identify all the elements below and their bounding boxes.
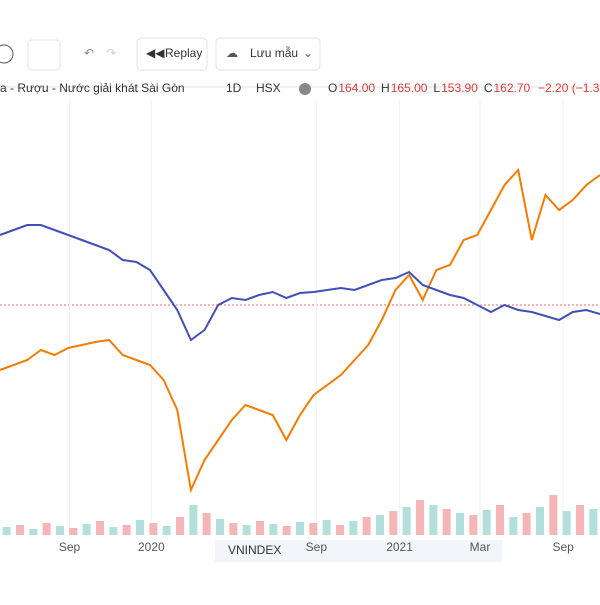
volume-bar [16, 525, 24, 535]
volume-bar [29, 529, 38, 535]
save-label: Lưu mẫu [250, 45, 298, 60]
volume-bar [42, 523, 51, 535]
cloud-icon: ☁ [226, 46, 238, 60]
volume-bar [162, 526, 171, 535]
volume-bar [522, 513, 531, 535]
undo[interactable]: ↶ [84, 46, 94, 60]
series-line [0, 167, 600, 494]
series-line [0, 224, 600, 342]
volume-bar [136, 520, 144, 535]
dropdown: ⌄ [303, 46, 313, 60]
x-tick-label: 2020 [138, 540, 165, 554]
volume-bar [149, 523, 158, 535]
ohlc-key: H [381, 81, 390, 95]
volume-bar [2, 527, 11, 535]
volume-bar [469, 515, 478, 535]
volume-bar [482, 510, 491, 535]
chart [0, 100, 600, 535]
volume-bar [376, 515, 384, 535]
volume-bar [309, 523, 318, 535]
volume-bar [336, 525, 344, 535]
legend: VNINDEX [228, 543, 281, 557]
volume-bar [536, 507, 544, 535]
volume-bar [389, 511, 398, 535]
x-tick-label: Mar [470, 540, 491, 554]
volume-bar [56, 526, 64, 535]
ohlc-key: L [433, 81, 440, 95]
volume-bar [216, 519, 224, 535]
volume-bar [589, 509, 598, 535]
volume-bar [429, 505, 438, 535]
volume-bar [562, 511, 571, 535]
volume-bar [82, 524, 91, 535]
tool-button[interactable] [27, 39, 61, 71]
volume-bar [189, 505, 198, 535]
volume-bar [202, 513, 211, 535]
x-tick-label: 2021 [386, 540, 413, 554]
volume-bar [269, 524, 278, 535]
volume-bar [282, 526, 291, 535]
interval: 1D [226, 81, 242, 95]
volume-bar [229, 523, 238, 535]
volume-bar [549, 495, 558, 535]
legend-panel [215, 540, 502, 562]
save-button[interactable] [215, 37, 321, 71]
volume-bar [402, 507, 411, 535]
volume-bar [509, 517, 518, 535]
volume-bar [496, 505, 504, 535]
replay-label: Replay [165, 46, 202, 60]
x-tick-label: Sep [553, 540, 575, 554]
volume-bar [69, 528, 78, 535]
exchange: HSX [256, 81, 281, 95]
volume-bar [256, 521, 264, 535]
replay-button[interactable] [136, 37, 208, 71]
hide-button[interactable] [299, 83, 311, 95]
x-tick-label: Sep [306, 540, 328, 554]
volume-bar [122, 525, 131, 535]
volume-bar [242, 525, 251, 535]
ohlc: O 164.00 H 165.00 L 153.90 C 162.70 [328, 81, 531, 95]
volume-bar [456, 513, 464, 535]
ohlc-value: 162.70 [493, 81, 530, 95]
ohlc-value: 164.00 [338, 81, 375, 95]
volume-bar [176, 517, 184, 535]
zoom-button[interactable] [0, 44, 14, 64]
volume-bar [296, 522, 304, 535]
ohlc-value: 153.90 [441, 81, 478, 95]
volume-bar [322, 520, 331, 535]
volume-bar [576, 505, 584, 535]
redo[interactable]: ↷ [106, 46, 116, 60]
volume-bar [109, 527, 118, 535]
symbol: a - Rượu - Nước giải khát Sài Gòn [0, 81, 185, 95]
ohlc-value: 165.00 [391, 81, 428, 95]
ohlc-key: O [328, 81, 337, 95]
x-tick-label: Sep [59, 540, 81, 554]
volume-bar [362, 517, 371, 535]
ohlc-key: C [484, 81, 493, 95]
volume-bar [442, 509, 451, 535]
change: −2.20 (−1.33 [538, 81, 600, 95]
volume-bar [416, 500, 424, 535]
volume-bar [96, 521, 104, 535]
volume-bar [349, 521, 358, 535]
replay-icon: ◀◀ [146, 46, 165, 60]
